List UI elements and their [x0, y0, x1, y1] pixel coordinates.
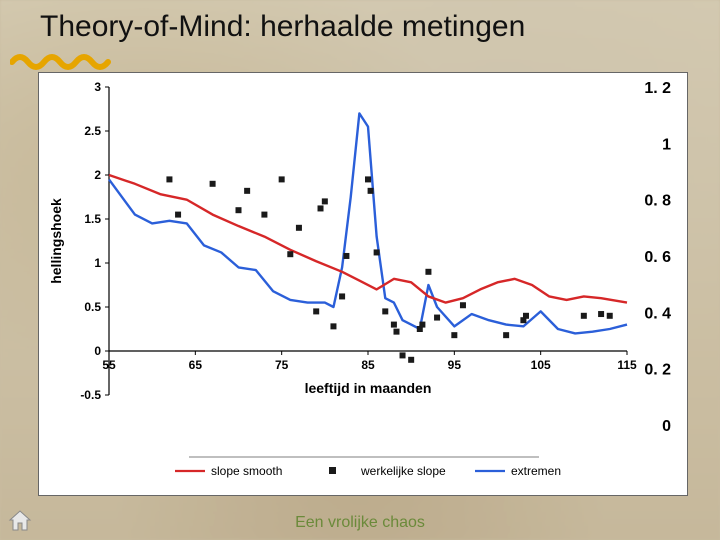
series-line: [109, 175, 627, 303]
y-axis-label: hellingshoek: [48, 198, 64, 284]
ytick-right: 0. 2: [644, 362, 671, 379]
ytick-right: 1: [662, 136, 671, 153]
scatter-point: [451, 332, 457, 338]
scatter-point: [523, 313, 529, 319]
xtick: 95: [448, 358, 462, 372]
scatter-point: [261, 212, 267, 218]
scatter-point: [339, 293, 345, 299]
scatter-point: [236, 207, 242, 213]
scatter-point: [503, 332, 509, 338]
scatter-point: [287, 251, 293, 257]
scatter-point: [279, 176, 285, 182]
scatter-point: [400, 352, 406, 358]
scatter-point: [607, 313, 613, 319]
ytick-left: 0.5: [84, 300, 101, 314]
scatter-point: [419, 322, 425, 328]
ytick-left: 1: [94, 256, 101, 270]
xtick: 115: [617, 358, 637, 372]
scatter-point: [408, 357, 414, 363]
scatter-point: [244, 188, 250, 194]
title-underline-squiggle: [10, 48, 120, 70]
scatter-point: [391, 322, 397, 328]
scatter-point: [365, 176, 371, 182]
slide-title: Theory-of-Mind: herhaalde metingen: [40, 10, 525, 44]
scatter-point: [374, 249, 380, 255]
ytick-right: 0: [662, 418, 671, 435]
ytick-left: 1.5: [84, 212, 101, 226]
xtick: 105: [531, 358, 551, 372]
ytick-left: 2: [94, 168, 101, 182]
ytick-left: 3: [94, 80, 101, 94]
chart-svg: -0.5 0 0.5 1 1.5 2 2.5 3 55 65 75 85 95 105 115 0 0. 2 0.…: [39, 73, 687, 495]
footer-caption: Een vrolijke chaos: [0, 514, 720, 532]
ytick-right: 1. 2: [644, 80, 671, 97]
scatter-point: [296, 225, 302, 231]
scatter-point: [581, 313, 587, 319]
legend-label: werkelijke slope: [360, 464, 446, 478]
scatter-point: [393, 329, 399, 335]
ytick-left: 0: [94, 344, 101, 358]
footer-text: Een vrolijke chaos: [295, 514, 425, 531]
chart-container: -0.5 0 0.5 1 1.5 2 2.5 3 55 65 75 85 95 105 115 0 0. 2 0.…: [38, 72, 688, 496]
x-axis-label: leeftijd in maanden: [305, 380, 432, 396]
legend-label: slope smooth: [211, 464, 282, 478]
scatter-point: [166, 176, 172, 182]
scatter-point: [425, 269, 431, 275]
xtick: 55: [102, 358, 116, 372]
ytick-right: 0. 6: [644, 249, 671, 266]
ytick-right: 0. 8: [644, 193, 671, 210]
scatter-point: [330, 323, 336, 329]
scatter-point: [368, 188, 374, 194]
scatter-point: [343, 253, 349, 259]
scatter-point: [434, 315, 440, 321]
scatter-point: [322, 198, 328, 204]
ytick-right: 0. 4: [644, 305, 671, 322]
scatter-point: [598, 311, 604, 317]
xtick: 85: [361, 358, 375, 372]
xtick: 65: [189, 358, 203, 372]
ytick-left: -0.5: [80, 388, 101, 402]
xtick: 75: [275, 358, 289, 372]
scatter-point: [460, 302, 466, 308]
scatter-point: [210, 181, 216, 187]
ytick-left: 2.5: [84, 124, 101, 138]
scatter-point: [318, 205, 324, 211]
series-line: [109, 113, 627, 333]
scatter-point: [382, 308, 388, 314]
legend-swatch: [329, 467, 336, 474]
legend-label: extremen: [511, 464, 561, 478]
scatter-point: [175, 212, 181, 218]
scatter-point: [313, 308, 319, 314]
